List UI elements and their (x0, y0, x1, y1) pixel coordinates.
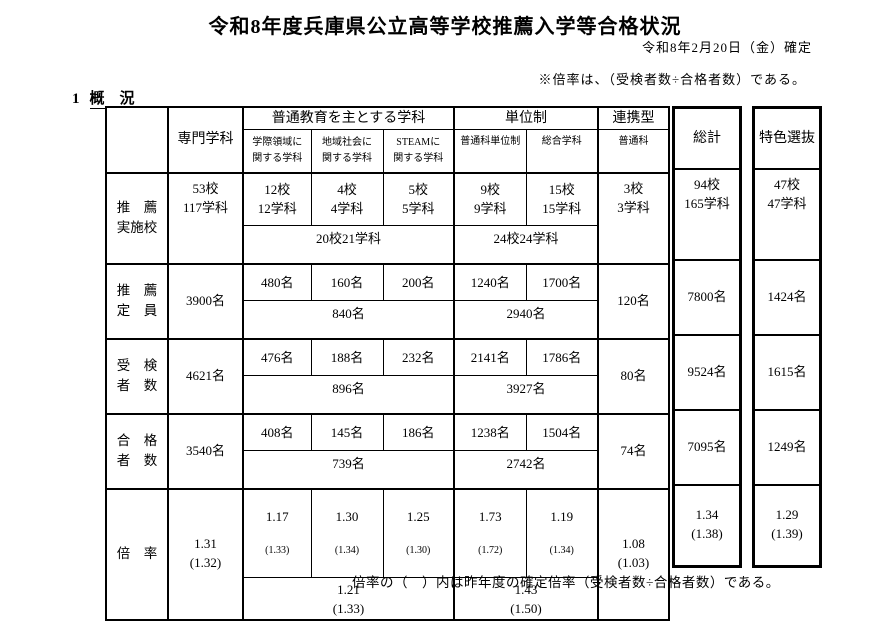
cell-jukensha-senmon: 4621名 (167, 337, 244, 414)
cell-bairitsu-futsu-subtotal: 1.21 (1.33) (242, 576, 455, 621)
rate-previous: (1.33) (265, 545, 290, 557)
page-title: 令和8年度兵庫県公立高等学校推薦入学等合格状況 (208, 16, 682, 38)
cell-bairitsu-chiiki: 1.30 (1.34) (310, 487, 384, 578)
cell-gokakusha-senmon: 3540名 (167, 412, 244, 489)
header-gakusai: 学際領域に 関する学科 (242, 129, 312, 173)
cell-jukensha-renkei: 80名 (597, 337, 670, 414)
rate-previous: (1.72) (478, 545, 503, 557)
header-renkei-group: 連携型 (597, 106, 670, 130)
cell-jisshiko-chiiki: 4校 4学科 (310, 171, 384, 226)
cell-teiin-gakusai: 480名 (242, 262, 312, 301)
cell-teiin-futsu-subtotal: 840名 (242, 300, 455, 339)
total-column-table: 総計 94校 165学科 7800名 9524名 7095名 1.34 (1.3… (672, 106, 742, 568)
cell-gokakusha-steam: 186名 (382, 412, 455, 451)
cell-jukensha-steam: 232名 (382, 337, 455, 376)
cell-gokakusha-tokushoku: 1249名 (752, 408, 822, 486)
cell-jisshiko-senmon: 53校 117学科 (167, 171, 244, 264)
tokushoku-column-table: 特色選抜 47校 47学科 1424名 1615名 1249名 1.29 (1.… (752, 106, 822, 568)
header-renkei-futsuka: 普通科 (597, 129, 670, 173)
rate-current: 1.73 (478, 509, 502, 524)
corner-cell (105, 106, 169, 173)
cell-teiin-tanisei-subtotal: 2940名 (453, 300, 599, 339)
note-ratio-definition: ※倍率は、（受検者数÷合格者数）である。 (538, 72, 806, 87)
cell-teiin-steam: 200名 (382, 262, 455, 301)
cell-jukensha-chiiki: 188名 (310, 337, 384, 376)
cell-teiin-senmon: 3900名 (167, 262, 244, 339)
summary-table: 専門学科 普通教育を主とする学科 単位制 連携型 学際領域に 関する学科 地域社… (105, 106, 670, 621)
cell-jukensha-tanisei2: 1786名 (525, 337, 599, 376)
footer-note: 倍率の（ ）内は昨年度の確定倍率（受検者数÷合格者数）である。 (352, 575, 780, 590)
cell-gokakusha-tanisei1: 1238名 (453, 412, 527, 451)
cell-gokakusha-futsu-subtotal: 739名 (242, 450, 455, 489)
cell-jisshiko-renkei: 3校 3学科 (597, 171, 670, 264)
cell-jisshiko-futsu-subtotal: 20校21学科 (242, 225, 455, 264)
cell-bairitsu-tanisei2: 1.19 (1.34) (525, 487, 599, 578)
cell-bairitsu-senmon: 1.31 (1.32) (167, 487, 244, 621)
rate-previous: (1.34) (334, 545, 360, 557)
cell-teiin-tokushoku: 1424名 (752, 258, 822, 336)
header-senmon-gakka: 専門学科 (167, 106, 244, 173)
cell-teiin-sokei: 7800名 (672, 258, 742, 336)
header-sogo-gakka: 総合学科 (525, 129, 599, 173)
cell-jisshiko-steam: 5校 5学科 (382, 171, 455, 226)
cell-gokakusha-sokei: 7095名 (672, 408, 742, 486)
row-label-gokakusha: 合 格 者 数 (105, 412, 169, 489)
header-sokei: 総計 (672, 106, 742, 170)
cell-teiin-chiiki: 160名 (310, 262, 384, 301)
cell-bairitsu-tanisei-subtotal: 1.43 (1.50) (453, 576, 599, 621)
cell-jisshiko-tanisei2: 15校 15学科 (525, 171, 599, 226)
cell-bairitsu-tokushoku: 1.29 (1.39) (752, 483, 822, 568)
cell-jukensha-gakusai: 476名 (242, 337, 312, 376)
header-steam: STEAMに 関する学科 (382, 129, 455, 173)
row-label-bairitsu: 倍 率 (105, 487, 169, 621)
header-futsuka-tanisei: 普通科単位制 (453, 129, 527, 173)
cell-gokakusha-renkei: 74名 (597, 412, 670, 489)
cell-gokakusha-gakusai: 408名 (242, 412, 312, 451)
row-label-jisshiko: 推 薦 実施校 (105, 171, 169, 264)
cell-gokakusha-tanisei-subtotal: 2742名 (453, 450, 599, 489)
row-label-teiin: 推 薦 定 員 (105, 262, 169, 339)
cell-jisshiko-tanisei1: 9校 9学科 (453, 171, 527, 226)
cell-jukensha-tokushoku: 1615名 (752, 333, 822, 411)
cell-bairitsu-gakusai: 1.17 (1.33) (242, 487, 312, 578)
rate-previous: (1.30) (406, 545, 431, 557)
cell-jukensha-sokei: 9524名 (672, 333, 742, 411)
row-label-jukensha: 受 検 者 数 (105, 337, 169, 414)
header-tokushoku: 特色選抜 (752, 106, 822, 170)
cell-jukensha-tanisei1: 2141名 (453, 337, 527, 376)
header-tanisei-group: 単位制 (453, 106, 599, 130)
section-number: 1 (72, 91, 80, 107)
cell-jisshiko-gakusai: 12校 12学科 (242, 171, 312, 226)
cell-bairitsu-tanisei1: 1.73 (1.72) (453, 487, 527, 578)
cell-gokakusha-chiiki: 145名 (310, 412, 384, 451)
cell-jukensha-futsu-subtotal: 896名 (242, 375, 455, 414)
header-futsu-kyoiku-group: 普通教育を主とする学科 (242, 106, 455, 130)
cell-bairitsu-steam: 1.25 (1.30) (382, 487, 455, 578)
cell-jukensha-tanisei-subtotal: 3927名 (453, 375, 599, 414)
cell-teiin-renkei: 120名 (597, 262, 670, 339)
date-confirmed-line: 令和8年2月20日（金）確定 (641, 40, 812, 55)
cell-jisshiko-tanisei-subtotal: 24校24学科 (453, 225, 599, 264)
rate-current: 1.30 (335, 509, 359, 524)
section-label: 概 況 (89, 91, 135, 109)
rate-current: 1.19 (550, 509, 574, 524)
rate-current: 1.25 (406, 509, 430, 524)
cell-jisshiko-sokei: 94校 165学科 (672, 167, 742, 261)
cell-bairitsu-renkei: 1.08 (1.03) (597, 487, 670, 621)
header-chiiki: 地域社会に 関する学科 (310, 129, 384, 173)
cell-jisshiko-tokushoku: 47校 47学科 (752, 167, 822, 261)
rate-previous: (1.34) (549, 545, 574, 557)
cell-teiin-tanisei1: 1240名 (453, 262, 527, 301)
cell-gokakusha-tanisei2: 1504名 (525, 412, 599, 451)
section-heading: 1 概 況 (72, 87, 135, 109)
cell-bairitsu-sokei: 1.34 (1.38) (672, 483, 742, 568)
cell-teiin-tanisei2: 1700名 (525, 262, 599, 301)
rate-current: 1.17 (265, 509, 289, 524)
